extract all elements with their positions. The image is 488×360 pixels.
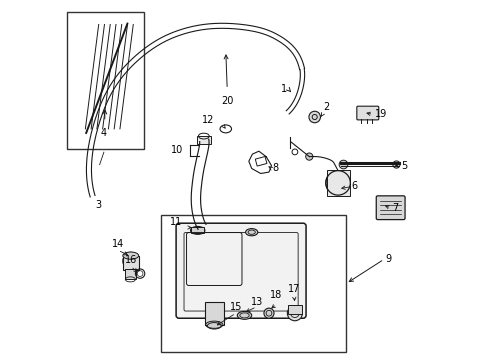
Bar: [255, 157, 266, 166]
Ellipse shape: [207, 323, 221, 329]
Text: 12: 12: [201, 115, 213, 125]
Text: 10: 10: [171, 145, 183, 155]
Circle shape: [339, 160, 347, 169]
Text: 5: 5: [400, 161, 407, 171]
Text: 15: 15: [229, 302, 242, 312]
Ellipse shape: [190, 226, 204, 234]
Text: 7: 7: [391, 203, 398, 213]
Bar: [191, 227, 204, 233]
Bar: [122, 256, 139, 270]
Ellipse shape: [287, 306, 302, 321]
Text: 2: 2: [323, 102, 329, 112]
Bar: [204, 302, 223, 325]
Bar: [287, 305, 302, 314]
Text: 19: 19: [374, 109, 386, 120]
Bar: [326, 170, 349, 196]
Text: 16: 16: [124, 255, 137, 265]
FancyBboxPatch shape: [375, 196, 404, 220]
Text: 14: 14: [111, 239, 123, 249]
Bar: [125, 269, 136, 279]
Ellipse shape: [245, 229, 257, 236]
FancyBboxPatch shape: [356, 106, 378, 120]
Text: 6: 6: [351, 181, 357, 192]
Ellipse shape: [237, 311, 251, 319]
Bar: [161, 215, 346, 352]
Circle shape: [308, 111, 320, 123]
Circle shape: [392, 161, 399, 168]
Bar: [67, 12, 143, 149]
Text: 4: 4: [100, 128, 106, 138]
Circle shape: [305, 153, 312, 160]
Text: 8: 8: [272, 163, 278, 174]
Text: 11: 11: [170, 217, 182, 227]
Text: 3: 3: [96, 200, 102, 210]
Bar: [197, 136, 210, 144]
Ellipse shape: [264, 308, 273, 318]
FancyBboxPatch shape: [176, 223, 305, 318]
Ellipse shape: [122, 252, 139, 259]
Text: 9: 9: [385, 254, 391, 264]
Text: 1: 1: [280, 84, 286, 94]
Text: 17: 17: [287, 284, 300, 294]
Text: 20: 20: [221, 96, 233, 107]
Ellipse shape: [325, 171, 349, 195]
Ellipse shape: [122, 252, 139, 270]
Text: 18: 18: [270, 289, 282, 300]
Text: 13: 13: [250, 297, 263, 307]
